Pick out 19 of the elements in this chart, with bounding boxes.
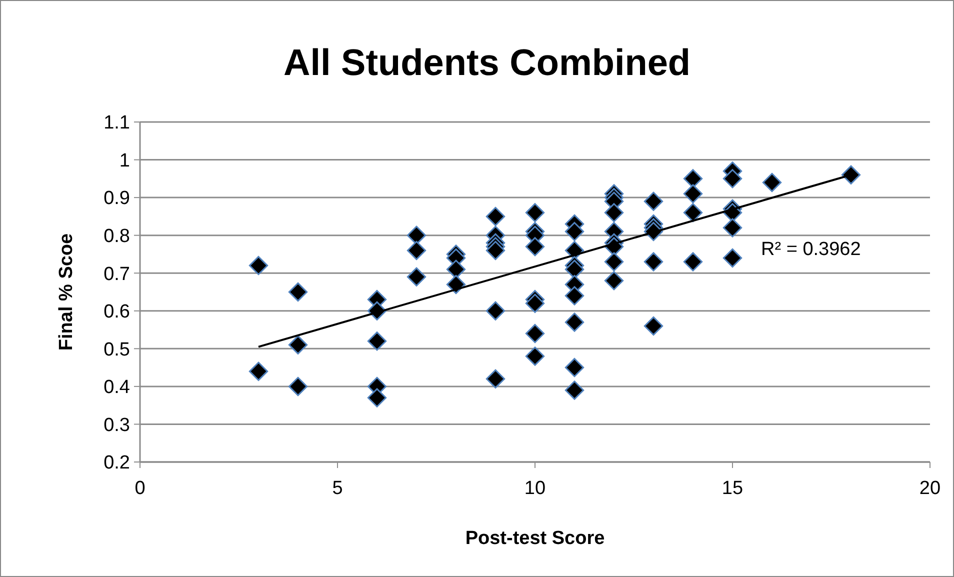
x-tick-label: 15: [722, 478, 744, 499]
y-tick-label: 0.9: [104, 188, 130, 210]
y-tick-label: 0.7: [104, 264, 130, 285]
x-tick-label: 5: [332, 478, 343, 499]
x-tick-label: 0: [134, 478, 146, 499]
y-tick-label: 0.8: [104, 226, 130, 247]
y-tick-label: 0.2: [104, 452, 130, 474]
y-tick-label: 0.4: [104, 377, 130, 398]
y-tick-label: 0.3: [104, 414, 130, 436]
y-tick-label: 0.6: [104, 302, 130, 323]
y-tick-label: 1.1: [104, 112, 130, 134]
chart-title: All Students Combined: [284, 42, 690, 83]
x-axis-title: Post-test Score: [465, 528, 605, 549]
annotation: R² = 0.3962: [761, 238, 861, 260]
x-tick-label: 20: [919, 478, 941, 499]
x-tick-label: 10: [524, 478, 546, 499]
y-axis-title: Final % Scoe: [56, 233, 77, 351]
y-tick-label: 0.5: [104, 339, 130, 360]
y-tick-label: 1: [119, 150, 130, 172]
